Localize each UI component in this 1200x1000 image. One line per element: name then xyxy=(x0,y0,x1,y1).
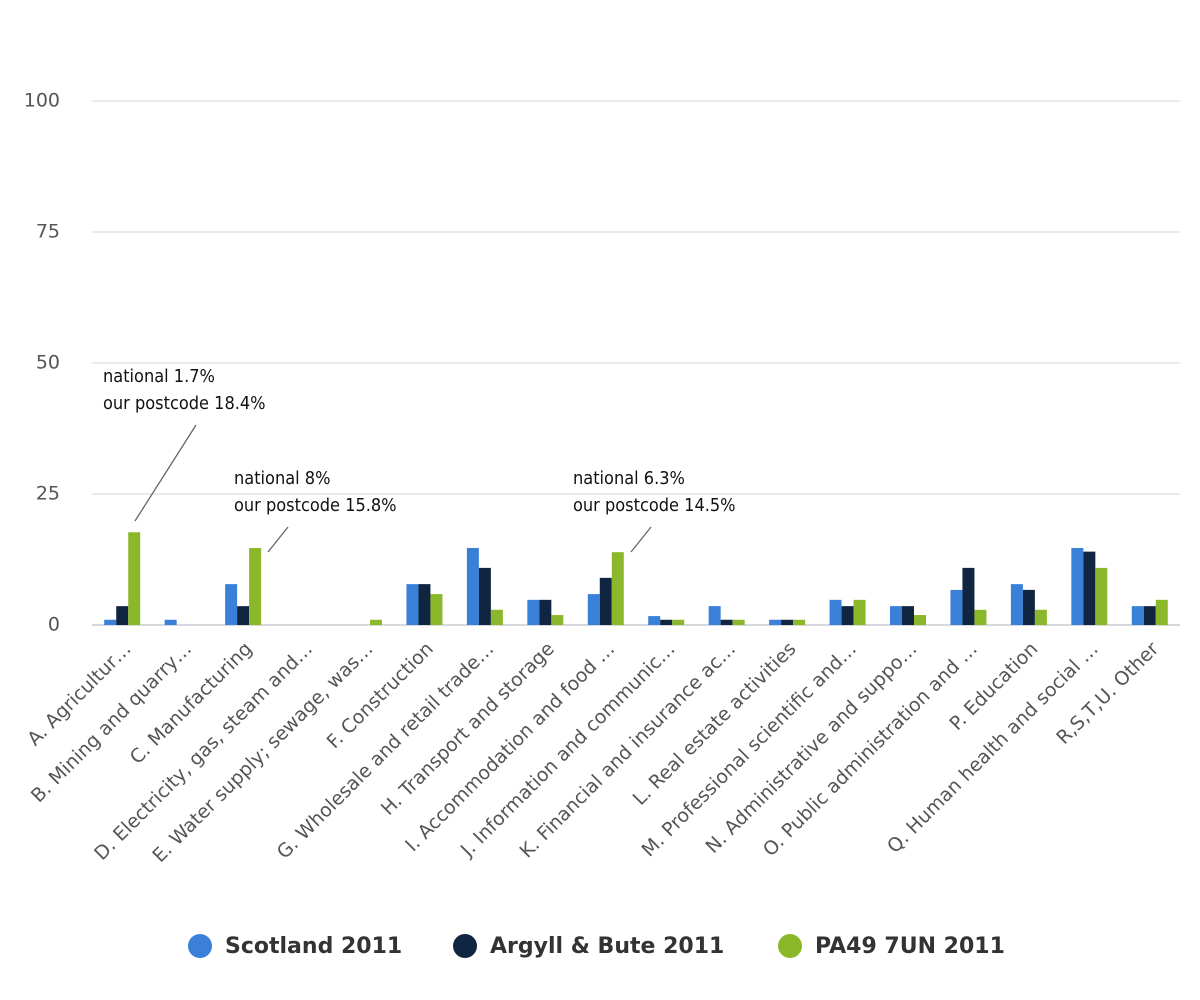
bar xyxy=(1034,609,1047,625)
bar xyxy=(249,547,262,625)
x-tick-label: A. Agricultur… xyxy=(23,638,135,750)
bar xyxy=(732,619,745,625)
bar xyxy=(406,584,419,625)
bar xyxy=(418,584,431,625)
bar xyxy=(527,599,540,625)
bar xyxy=(720,619,733,625)
bar xyxy=(1071,547,1084,625)
bar xyxy=(660,619,673,625)
bar xyxy=(478,567,491,625)
bar xyxy=(104,619,117,625)
bar xyxy=(164,619,177,625)
bar xyxy=(841,606,854,625)
legend-marker xyxy=(188,934,212,958)
annotation: national 1.7% xyxy=(103,366,215,387)
bar xyxy=(599,577,612,625)
bar xyxy=(490,609,503,625)
bar xyxy=(962,567,975,625)
x-tick-label: R,S,T,U. Other xyxy=(1052,638,1163,749)
bar xyxy=(225,584,238,625)
x-tick-label: D. Electricity, gas, steam and… xyxy=(90,638,317,865)
y-tick-label: 75 xyxy=(36,221,60,243)
x-tick-label: M. Professional scientific and… xyxy=(638,638,861,861)
bar xyxy=(769,619,782,625)
annotation: national 6.3% xyxy=(573,468,685,489)
x-tick-label: F. Construction xyxy=(323,638,438,753)
bar xyxy=(853,599,866,625)
bar xyxy=(1095,567,1108,625)
bar xyxy=(611,552,624,625)
bar xyxy=(466,547,479,625)
bar xyxy=(672,619,685,625)
bar xyxy=(781,619,794,625)
bar xyxy=(1010,584,1023,625)
bar xyxy=(128,532,141,625)
bar xyxy=(1155,599,1168,625)
bar xyxy=(1083,551,1096,625)
x-tick-label: E. Water supply; sewage, was… xyxy=(148,638,377,867)
bar xyxy=(914,615,926,625)
legend-marker xyxy=(778,934,802,958)
bar xyxy=(890,606,902,625)
annotation: national 8% xyxy=(234,468,330,489)
annotation: our postcode 14.5% xyxy=(573,495,736,516)
legend-marker xyxy=(453,934,477,958)
bar xyxy=(539,599,552,625)
y-tick-label: 0 xyxy=(48,614,60,636)
bar xyxy=(829,599,842,625)
bar xyxy=(793,619,806,625)
x-tick-label: G. Wholesale and retail trade… xyxy=(273,638,499,864)
bar xyxy=(587,594,600,625)
x-tick-label: K. Financial and insurance ac… xyxy=(516,638,741,863)
bar xyxy=(1131,606,1144,625)
annotation-line xyxy=(267,526,289,553)
annotation-line xyxy=(134,424,197,522)
bar xyxy=(950,589,963,625)
x-tick-label: O. Public administration and … xyxy=(759,638,982,861)
y-tick-label: 100 xyxy=(24,90,60,112)
legend-label: Scotland 2011 xyxy=(225,934,402,959)
x-tick-label: J. Information and communic… xyxy=(456,638,680,862)
legend-label: PA49 7UN 2011 xyxy=(815,934,1005,959)
bar xyxy=(116,606,129,625)
annotation: our postcode 15.8% xyxy=(234,495,397,516)
legend-label: Argyll & Bute 2011 xyxy=(490,934,724,959)
bar xyxy=(648,616,661,625)
annotation-line xyxy=(630,526,652,553)
bar xyxy=(370,619,382,625)
bar xyxy=(974,609,987,625)
bar xyxy=(430,594,443,625)
annotation: our postcode 18.4% xyxy=(103,393,266,414)
y-tick-label: 25 xyxy=(36,483,60,505)
y-tick-label: 50 xyxy=(36,352,60,374)
bar xyxy=(1022,589,1035,625)
bar xyxy=(902,606,914,625)
bar xyxy=(1143,606,1156,625)
bar xyxy=(237,606,250,625)
bar xyxy=(551,615,564,625)
bar xyxy=(708,606,721,625)
